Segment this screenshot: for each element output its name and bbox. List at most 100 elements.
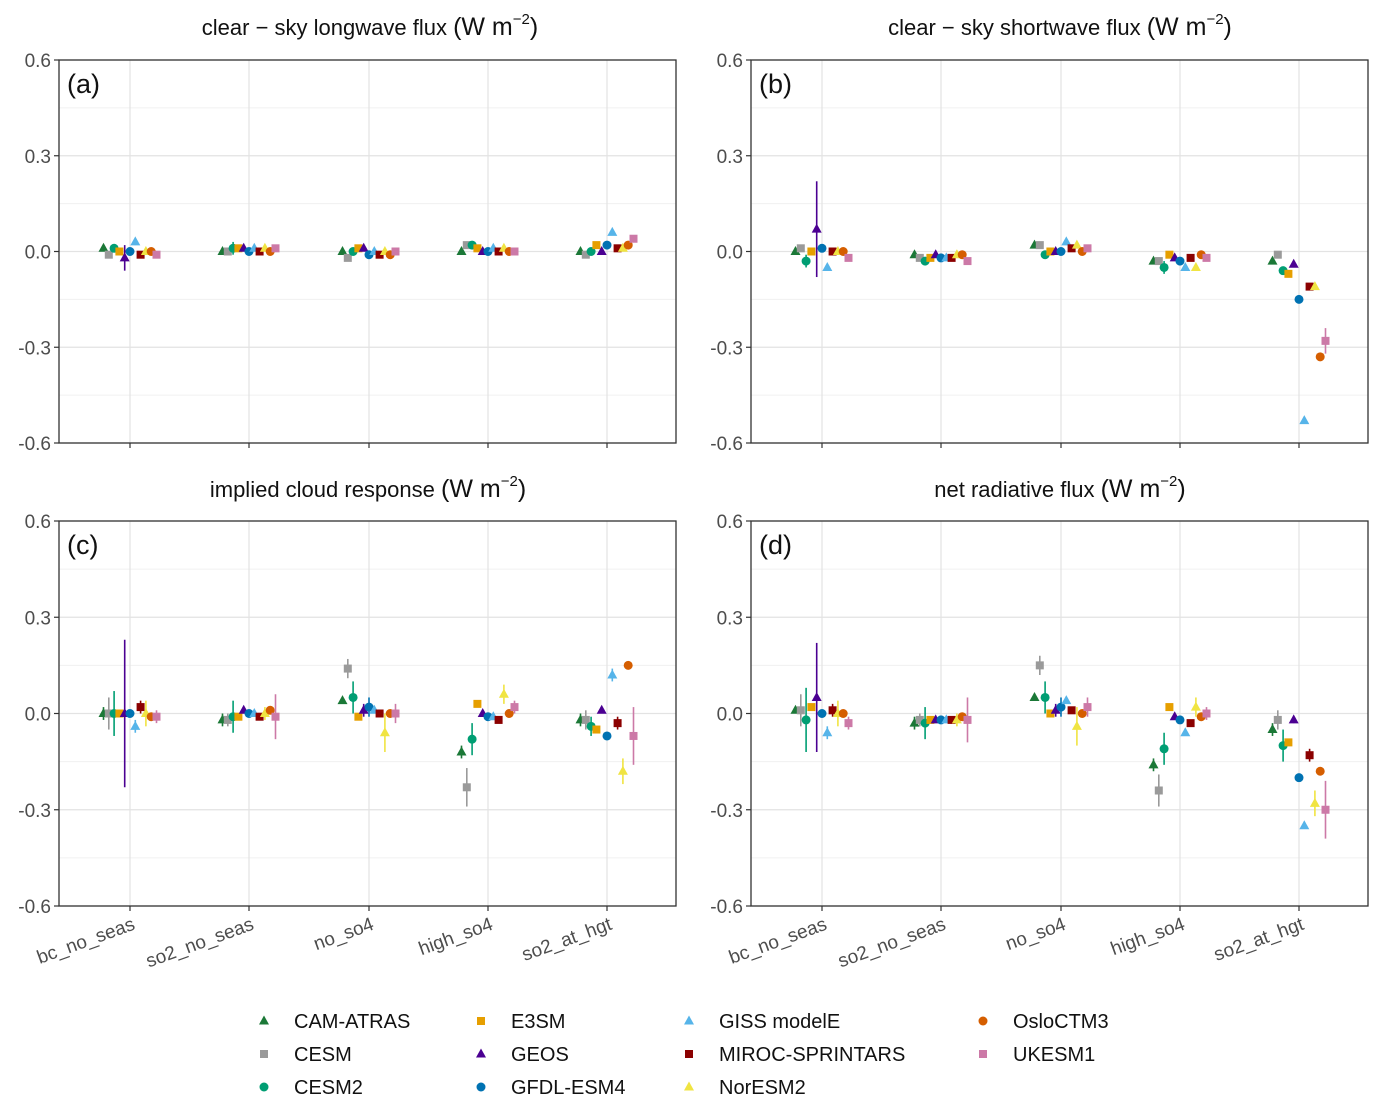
data-point [915,253,924,262]
data-point [811,691,822,701]
data-point [1165,250,1174,259]
data-point [104,709,113,718]
data-point [1175,256,1185,266]
data-point [1180,727,1191,737]
data-point [844,719,853,728]
data-point [125,247,135,256]
data-point [1040,692,1050,702]
legend-item: GFDL-ESM4 [476,1077,625,1099]
data-point [1294,773,1304,783]
data-point [152,250,161,259]
x-tick-label: so2_at_hgt [519,914,615,966]
data-point [796,706,805,715]
data-point [354,244,363,253]
data-point [1202,253,1211,262]
legend-marker [476,1048,486,1058]
legend-marker [978,1016,988,1026]
data-point [375,250,384,259]
data-point [1061,695,1072,705]
data-point [136,703,145,712]
data-point [1159,744,1169,754]
data-point [1046,247,1055,256]
legend-label: GISS modelE [719,1011,840,1033]
data-point [234,244,243,253]
data-point [130,236,141,246]
y-tick-label: -0.6 [18,897,51,918]
legend-item: CESM2 [259,1077,363,1099]
data-point [259,708,270,717]
data-point [811,223,822,233]
legend: CAM-ATRAS CESM CESM2 E3SM GEOS GFDL-ESM4 GISS … [259,1011,1109,1099]
data-point [1067,244,1076,253]
data-point [271,712,280,721]
legend-label: NorESM2 [719,1077,806,1099]
legend-label: GFDL-ESM4 [511,1077,625,1099]
data-point [1299,415,1310,425]
data-point [1284,738,1293,747]
data-point [915,715,924,724]
legend-item: CAM-ATRAS [259,1011,410,1033]
panel-title: clear − sky shortwave flux (W m−2) [888,11,1232,41]
legend-marker [260,1050,268,1058]
data-point [343,253,352,262]
data-point [119,252,130,262]
data-point [1071,720,1082,730]
data-point [391,247,400,256]
legend-label: CESM2 [294,1077,363,1099]
y-tick-label: -0.3 [710,801,743,822]
data-point [1154,257,1163,266]
y-tick-label: 0.3 [717,608,743,629]
data-point [98,242,109,252]
y-tick-label: -0.3 [18,338,51,359]
legend-marker [684,1015,694,1025]
data-point [629,234,638,243]
data-point [1315,352,1325,362]
data-point [909,717,920,727]
data-point [822,727,833,737]
legend-item: GEOS [476,1044,569,1066]
data-point [364,702,374,712]
data-point [592,241,601,250]
x-tick-label: no_so4 [311,914,377,955]
data-point [1190,261,1201,271]
data-point [1321,805,1330,814]
data-point [947,715,956,724]
data-point [337,246,348,255]
legend-label: CAM-ATRAS [294,1011,410,1033]
data-point [828,706,837,715]
legend-label: CESM [294,1044,352,1066]
data-point [596,246,607,255]
y-tick-label: 0.0 [25,705,51,726]
data-point [136,250,145,259]
data-point [1083,703,1092,712]
data-point [796,244,805,253]
y-tick-label: -0.6 [18,434,51,455]
panel-label: (c) [67,530,98,560]
data-point [343,664,352,673]
panel-label: (b) [759,69,792,99]
legend-label: MIROC-SPRINTARS [719,1044,905,1066]
panel-label: (d) [759,530,792,560]
data-point [1288,258,1299,268]
data-point [456,746,467,756]
legend-label: E3SM [511,1011,565,1033]
data-point [807,703,816,712]
y-tick-label: 0.6 [25,51,51,72]
data-point [462,783,471,792]
y-tick-label: 0.3 [25,147,51,168]
data-point [456,246,467,255]
y-tick-label: 0.6 [717,512,743,533]
data-point [1175,715,1185,725]
data-point [510,703,519,712]
y-tick-label: 0.6 [717,51,743,72]
data-point [817,243,827,253]
data-point [617,765,628,775]
data-point [348,692,358,702]
legend-marker [685,1050,693,1058]
data-point [1186,253,1195,262]
data-point [607,226,618,236]
data-point [926,715,935,724]
data-point [130,720,141,730]
data-point [623,660,633,670]
